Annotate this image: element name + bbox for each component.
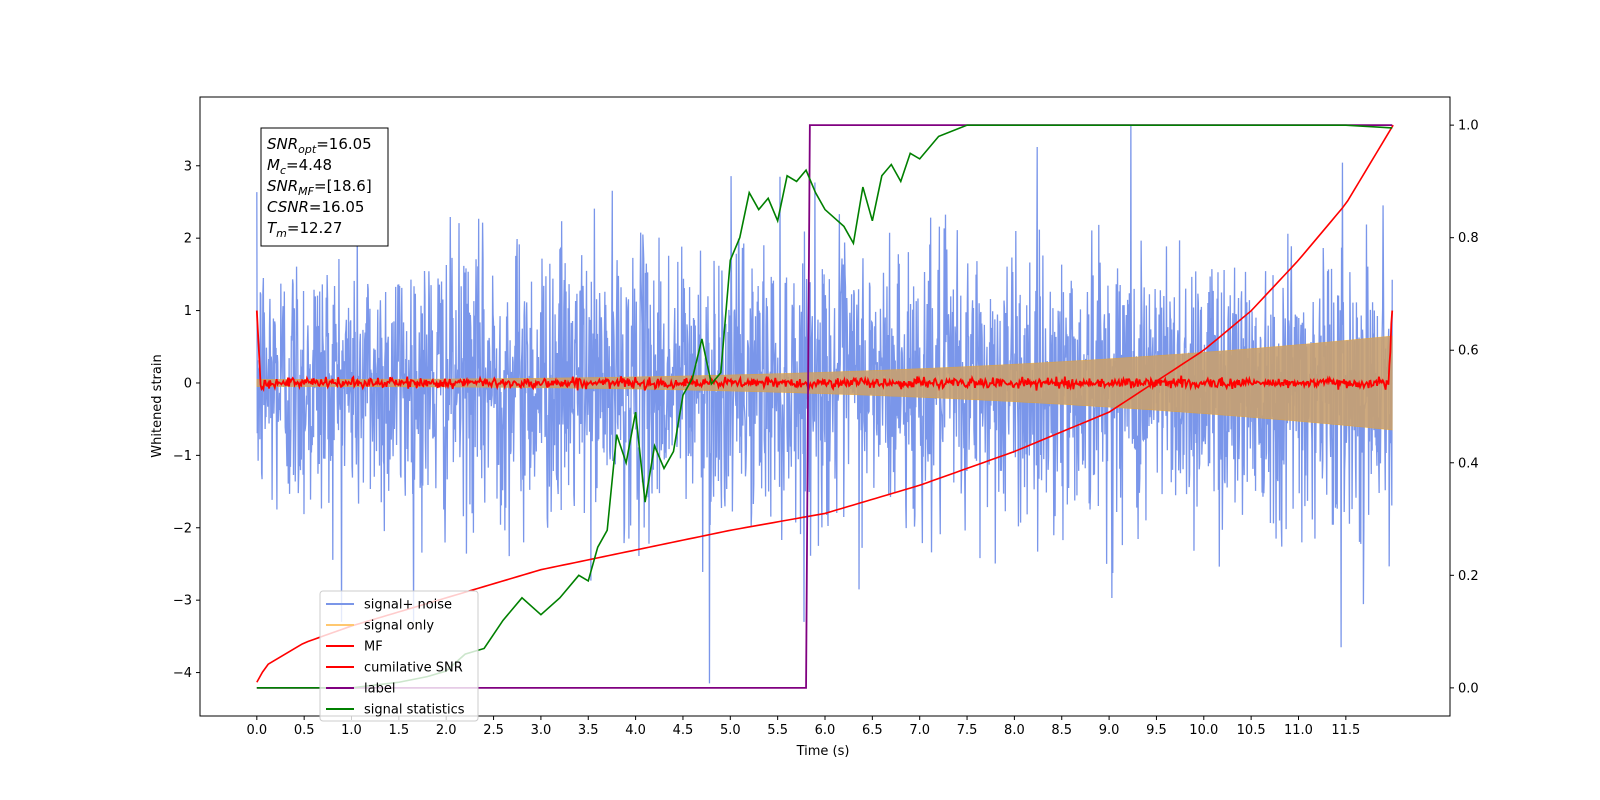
x-tick-label: 2.0 xyxy=(436,723,457,738)
y-tick-label: −1 xyxy=(173,449,192,464)
y2-tick-label: 0.4 xyxy=(1458,456,1479,471)
x-tick-label: 8.5 xyxy=(1051,723,1072,738)
x-tick-label: 6.0 xyxy=(815,723,836,738)
series-mf xyxy=(255,310,1394,394)
y-axis-left: −4 −3 −2 −1 0 1 2 3 xyxy=(173,159,200,681)
y-tick-label: 0 xyxy=(184,376,192,391)
legend-entry: signal+ noise xyxy=(364,598,452,613)
stats-box: SNRopt=16.05Mc=4.48SNRMF=[18.6]CSNR=16.0… xyxy=(260,127,389,247)
x-tick-label: 1.0 xyxy=(341,723,362,738)
y2-tick-label: 0.6 xyxy=(1458,344,1479,359)
y-tick-label: −4 xyxy=(173,666,192,681)
y2-tick-label: 0.2 xyxy=(1458,569,1479,584)
y2-tick-label: 0.0 xyxy=(1458,681,1479,696)
x-tick-label: 0.0 xyxy=(246,723,267,738)
stats-box-frame xyxy=(260,127,389,247)
x-axis: 0.0 0.5 1.0 1.5 2.0 2.5 3.0 3.5 4.0 4.5 5.0 5.5 6.0 6… xyxy=(246,716,1360,738)
x-tick-label: 5.0 xyxy=(720,723,741,738)
legend-entry: signal statistics xyxy=(364,703,465,718)
x-tick-label: 2.5 xyxy=(483,723,504,738)
legend-entry: signal only xyxy=(364,619,434,634)
y-tick-label: −3 xyxy=(173,594,192,609)
x-tick-label: 10.0 xyxy=(1189,723,1218,738)
stats-line: SNRMF=[18.6] xyxy=(267,177,372,198)
x-tick-label: 5.5 xyxy=(767,723,788,738)
x-tick-label: 8.0 xyxy=(1004,723,1025,738)
x-tick-label: 9.0 xyxy=(1099,723,1120,738)
y-tick-label: 3 xyxy=(184,159,192,174)
x-tick-label: 11.0 xyxy=(1284,723,1313,738)
series-signal-noise xyxy=(256,125,1393,684)
plot-area xyxy=(255,124,1394,689)
y2-tick-label: 0.8 xyxy=(1458,231,1479,246)
stats-line: CSNR=16.05 xyxy=(267,198,364,216)
stats-line: Mc=4.48 xyxy=(267,156,332,177)
legend: signal+ noise signal only MF cumilative SNR… xyxy=(319,590,479,722)
x-tick-label: 9.5 xyxy=(1146,723,1167,738)
legend-frame xyxy=(319,590,479,722)
legend-entry: MF xyxy=(364,640,383,655)
y-axis-label: Whitened strain xyxy=(150,354,165,457)
y-tick-label: −2 xyxy=(173,521,192,536)
x-axis-label: Time (s) xyxy=(796,744,850,759)
series-signal-statistics xyxy=(256,124,1393,689)
x-tick-label: 3.0 xyxy=(531,723,552,738)
legend-entry: label xyxy=(364,682,395,697)
x-tick-label: 3.5 xyxy=(578,723,599,738)
y-tick-label: 1 xyxy=(184,304,192,319)
x-tick-label: 4.5 xyxy=(673,723,694,738)
x-tick-label: 4.0 xyxy=(625,723,646,738)
x-tick-label: 7.0 xyxy=(909,723,930,738)
x-tick-label: 11.5 xyxy=(1331,723,1360,738)
legend-entry: cumilative SNR xyxy=(364,661,463,676)
x-tick-label: 10.5 xyxy=(1237,723,1266,738)
x-tick-label: 7.5 xyxy=(957,723,978,738)
y-tick-label: 2 xyxy=(184,232,192,247)
stats-line: Tm=12.27 xyxy=(267,219,342,240)
y-axis-right: 0.0 0.2 0.4 0.6 0.8 1.0 xyxy=(1450,119,1479,696)
x-tick-label: 0.5 xyxy=(294,723,315,738)
x-tick-label: 1.5 xyxy=(389,723,410,738)
y2-tick-label: 1.0 xyxy=(1458,119,1479,134)
stats-line: SNRopt=16.05 xyxy=(267,135,372,156)
x-tick-label: 6.5 xyxy=(862,723,883,738)
